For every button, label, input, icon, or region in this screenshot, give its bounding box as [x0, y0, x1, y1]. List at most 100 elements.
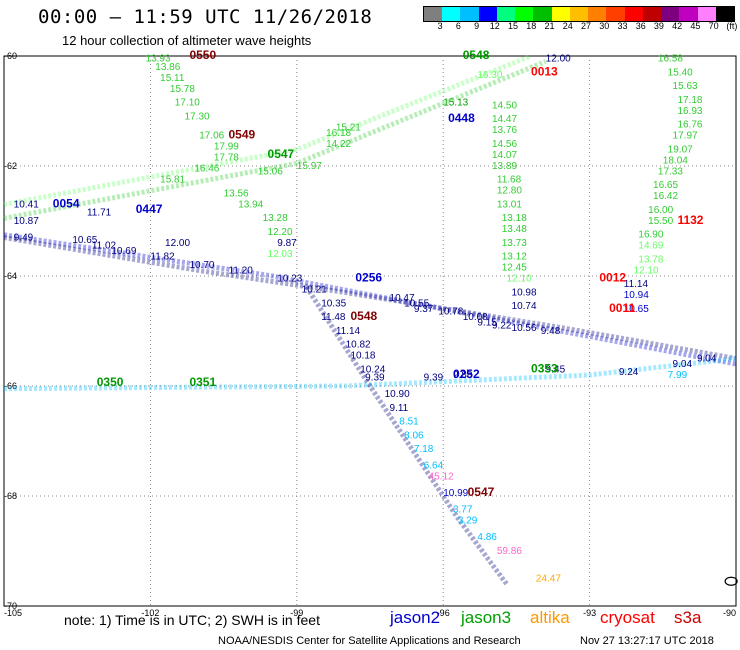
legend-s3a: s3a [674, 608, 702, 627]
swh-value: 15.13 [443, 98, 468, 109]
lat-axis-label: -62 [4, 161, 17, 171]
lat-axis-label: -64 [4, 271, 17, 281]
swh-value: 12.10 [634, 265, 659, 276]
pass-time-label: 0256 [355, 271, 382, 285]
swh-value: 13.18 [502, 213, 527, 224]
satellite-track [3, 53, 532, 207]
pass-time-label: 0351 [189, 375, 216, 389]
swh-value: 10.47 [390, 293, 415, 304]
scale-swatch [697, 7, 716, 21]
scale-swatch [606, 7, 625, 21]
swh-value: 10.65 [72, 235, 97, 246]
pass-time-label: 0350 [97, 375, 124, 389]
lon-axis-label: -90 [723, 608, 736, 618]
swh-value: 11.68 [497, 175, 522, 186]
scale-swatch [515, 7, 534, 21]
pass-time-label: 0353 [531, 361, 558, 375]
swh-value: 17.30 [185, 111, 210, 122]
swh-value: 10.70 [189, 260, 214, 271]
swh-value: 16.90 [638, 230, 663, 241]
lat-axis-label: -66 [4, 381, 17, 391]
scale-swatch [642, 7, 662, 21]
pass-time-label: 0054 [53, 196, 80, 210]
swh-value: 15.97 [297, 161, 322, 172]
swh-value: 9.87 [277, 238, 297, 249]
swh-value: 9.88 [453, 370, 473, 381]
swh-value: 16.18 [326, 128, 351, 139]
swh-value: 10.87 [14, 216, 39, 227]
scale-label: 12 [489, 21, 500, 31]
island-outline [724, 576, 738, 586]
swh-value: 11.71 [87, 208, 112, 219]
scale-swatch [679, 7, 698, 21]
swh-value: 16.42 [653, 191, 678, 202]
pass-time-label: 1132 [677, 213, 703, 227]
scale-label: 27 [580, 21, 592, 31]
swh-value: 9.22 [492, 320, 512, 331]
swh-value: 16.65 [653, 180, 678, 191]
swh-value: 7.99 [668, 370, 688, 381]
lat-axis-label: -68 [4, 491, 17, 501]
swh-value: 24.47 [536, 573, 561, 584]
swh-value: 12.00 [165, 238, 190, 249]
scale-swatch [551, 7, 570, 21]
swh-value: 9.39 [424, 373, 444, 384]
swh-value: 13.28 [263, 213, 288, 224]
scale-label: 33 [617, 21, 628, 31]
scale-label: 24 [562, 21, 573, 31]
swh-value: 10.41 [14, 199, 39, 210]
swh-value: 11.02 [92, 241, 117, 252]
pass-time-label: 0548 [463, 48, 490, 62]
pass-time-label: 0013 [531, 64, 558, 78]
swh-value: 14.56 [492, 139, 517, 150]
swh-value: 13.73 [502, 238, 527, 249]
scale-swatch [661, 7, 680, 21]
swh-value: 17.06 [199, 131, 224, 142]
swh-value: 10.99 [443, 488, 468, 499]
pass-time-label: 0252 [453, 367, 480, 381]
swh-value: 10.08 [463, 312, 488, 323]
scale-label: 70 [708, 21, 719, 31]
swh-value: 11.82 [150, 252, 175, 263]
page-subtitle: 12 hour collection of altimeter wave hei… [62, 33, 312, 48]
swh-value: 17.18 [677, 95, 702, 106]
swh-value: 15.21 [336, 122, 361, 133]
swh-value: 9.37 [414, 304, 434, 315]
swh-value: 10.23 [277, 274, 302, 285]
swh-value: 10.69 [111, 246, 136, 257]
legend-jason3: jason3 [461, 608, 512, 627]
scale-label: 42 [672, 21, 683, 31]
swh-value: 17.99 [214, 142, 239, 153]
scale-label: 6 [455, 21, 461, 31]
swh-value: 9.24 [619, 367, 639, 378]
scale-swatch [588, 7, 607, 21]
swh-value: 16.93 [677, 106, 702, 117]
map-frame [3, 55, 737, 607]
satellite-track [3, 235, 737, 361]
swh-value: 10.90 [385, 389, 410, 400]
swh-value: 12.10 [507, 274, 532, 285]
lon-axis-label: -96 [437, 608, 450, 618]
swh-value: 14.69 [638, 241, 663, 252]
swh-value: 4.86 [477, 532, 497, 543]
swh-value: 12.45 [502, 263, 527, 274]
lat-axis-label: -70 [4, 601, 17, 611]
footer-note: note: 1) Time is in UTC; 2) SWH is in fe… [64, 612, 320, 628]
swh-value: 10.65 [624, 304, 649, 315]
scale-swatch [424, 7, 443, 21]
swh-value: 10.82 [346, 340, 371, 351]
pass-time-label: 0547 [268, 147, 295, 161]
swh-value: 17.33 [658, 166, 683, 177]
swh-value: 17.97 [673, 131, 698, 142]
swh-value: 13.93 [146, 54, 171, 65]
swh-value: 11.14 [336, 326, 361, 337]
scale-label: 30 [599, 21, 610, 31]
swh-value: 10.56 [512, 323, 537, 334]
swh-value: 14.22 [326, 139, 351, 150]
swh-value: 11.20 [228, 265, 253, 276]
swh-value: 10.78 [438, 307, 463, 318]
color-scale-bar [423, 6, 735, 22]
scale-label: 36 [635, 21, 646, 31]
